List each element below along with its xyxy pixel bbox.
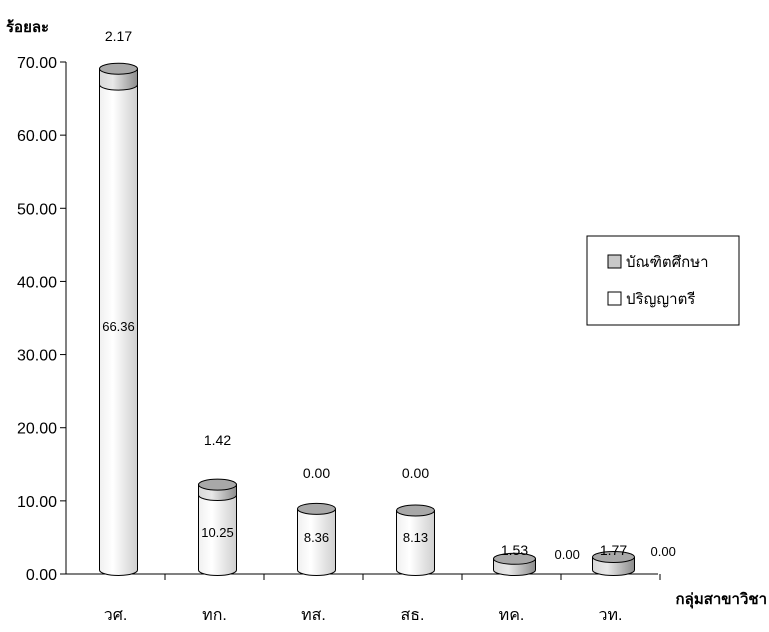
x-axis-ticks: วศ. ทก. ทส. สธ. ทค. วท. <box>104 574 661 624</box>
bar-bachelor <box>99 84 138 576</box>
y-tick-label: 40.00 <box>17 274 57 291</box>
x-tick-label: ทค. <box>499 607 525 624</box>
bar-graduate-top <box>99 62 138 75</box>
bar-bachelor <box>198 494 237 576</box>
x-tick-label: วท. <box>599 607 623 624</box>
data-label-bachelor: 0.00 <box>555 547 580 562</box>
y-tick-label: 50.00 <box>17 201 57 218</box>
x-tick-label: ทก. <box>202 607 227 624</box>
bar-bachelor-top <box>396 504 435 517</box>
y-tick-label: 60.00 <box>17 128 57 145</box>
x-tick-label: ทส. <box>301 607 326 624</box>
data-label-bachelor: 66.36 <box>102 319 135 334</box>
x-tick-label: วศ. <box>104 607 128 624</box>
data-label-bachelor: 8.36 <box>304 530 329 545</box>
x-axis-title: กลุ่มสาขาวิชา <box>676 590 767 609</box>
data-label-graduate: 1.53 <box>501 542 528 558</box>
bar-bachelor <box>396 510 435 576</box>
bars <box>99 62 635 576</box>
legend: บัณฑิตศึกษา ปริญญาตรี <box>586 235 740 326</box>
data-label-bachelor: 10.25 <box>201 525 234 540</box>
data-label-graduate: 0.00 <box>402 465 429 481</box>
bar-graduate <box>99 68 138 91</box>
y-tick-label: 0.00 <box>26 567 57 584</box>
y-tick-label: 20.00 <box>17 421 57 438</box>
cylinder-body <box>198 494 237 576</box>
y-tick-label: 30.00 <box>17 348 57 365</box>
cylinder-body <box>99 68 138 91</box>
cylinder-body <box>99 84 138 576</box>
y-axis-title: ร้อยละ <box>6 19 49 36</box>
bar-graduate-top <box>592 551 635 564</box>
y-tick-label: 70.00 <box>17 55 57 72</box>
data-label-graduate: 0.00 <box>303 465 330 481</box>
bar-bachelor-top <box>297 502 336 515</box>
cylinder-body <box>297 508 336 576</box>
data-label-bachelor: 8.13 <box>403 530 428 545</box>
legend-label-graduate: บัณฑิตศึกษา <box>626 254 709 271</box>
legend-label-bachelor: ปริญญาตรี <box>626 291 695 308</box>
cylinder-body <box>396 510 435 576</box>
data-label-graduate: 1.77 <box>600 542 627 558</box>
legend-swatch-bachelor <box>607 291 622 306</box>
data-label-graduate: 2.17 <box>105 28 132 44</box>
y-tick-label: 10.00 <box>17 494 57 511</box>
x-tick-label: สธ. <box>401 607 425 624</box>
data-label-bachelor: 0.00 <box>651 544 676 559</box>
data-label-graduate: 1.42 <box>204 432 231 448</box>
legend-swatch-graduate <box>607 254 622 269</box>
y-axis-ticks: 0.00 10.00 20.00 30.00 40.00 50.00 60.00 70.00 <box>17 55 66 584</box>
bar-graduate-top <box>493 552 536 565</box>
data-labels: 66.36 2.17 10.25 1.42 8.36 0.00 8.13 0.00 0.00 1.… <box>102 28 676 562</box>
legend-box <box>586 235 740 326</box>
bar-bachelor <box>297 508 336 576</box>
bar-graduate-top <box>198 478 237 491</box>
